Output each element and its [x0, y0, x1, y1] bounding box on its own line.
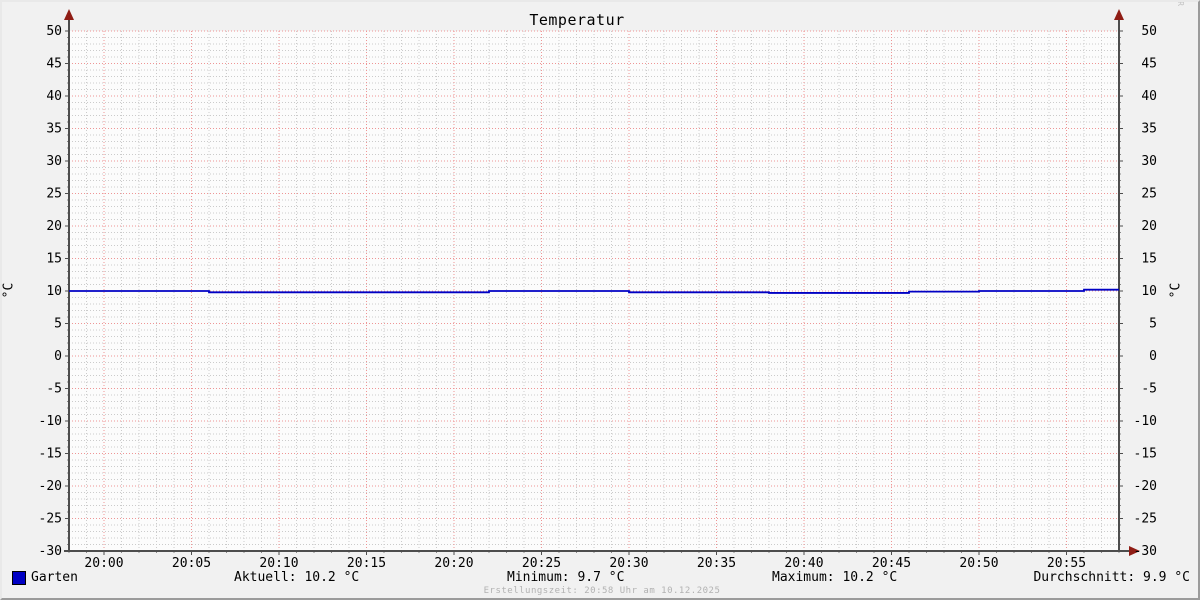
- svg-text:-15: -15: [1134, 447, 1157, 462]
- svg-text:40: 40: [46, 89, 62, 104]
- series-color-swatch: [12, 571, 26, 585]
- svg-text:5: 5: [1149, 317, 1157, 332]
- svg-text:20:15: 20:15: [347, 556, 386, 571]
- axis-arrows: [64, 9, 1140, 556]
- svg-text:-5: -5: [1141, 382, 1157, 397]
- svg-text:5: 5: [54, 317, 62, 332]
- svg-text:45: 45: [1141, 57, 1157, 72]
- stat-current: Aktuell: 10.2 °C: [234, 570, 360, 585]
- svg-text:-20: -20: [39, 479, 62, 494]
- y-axis-label-left: °C: [1, 282, 17, 299]
- y-axis-label-right: °C: [1168, 282, 1184, 299]
- svg-text:-25: -25: [39, 512, 62, 527]
- svg-text:25: 25: [46, 187, 62, 202]
- svg-text:-30: -30: [39, 544, 62, 559]
- svg-text:20:35: 20:35: [697, 556, 736, 571]
- svg-text:40: 40: [1141, 89, 1157, 104]
- svg-text:15: 15: [46, 252, 62, 267]
- legend-row: Garten Aktuell: 10.2 °C Minimum: 9.7 °C …: [2, 570, 1198, 586]
- svg-text:35: 35: [46, 122, 62, 137]
- svg-text:20:30: 20:30: [609, 556, 648, 571]
- svg-text:20:20: 20:20: [434, 556, 473, 571]
- svg-text:-5: -5: [46, 382, 62, 397]
- creation-timestamp: Erstellungszeit: 20:58 Uhr am 10.12.2025: [483, 586, 721, 596]
- axes: [64, 19, 1129, 552]
- svg-text:20:10: 20:10: [259, 556, 298, 571]
- svg-text:-10: -10: [1134, 414, 1157, 429]
- svg-text:50: 50: [1141, 24, 1157, 39]
- stat-minimum: Minimum: 9.7 °C: [507, 570, 625, 585]
- svg-text:20:45: 20:45: [872, 556, 911, 571]
- series-garten-line: [69, 288, 1119, 294]
- series-name: Garten: [31, 570, 78, 585]
- svg-text:20:55: 20:55: [1047, 556, 1086, 571]
- rrdtool-watermark: RRDTOOL / TOBI OETIKER: [1176, 2, 1185, 7]
- svg-text:50: 50: [46, 24, 62, 39]
- stat-average: Durchschnitt: 9.9 °C: [1033, 570, 1190, 585]
- svg-text:30: 30: [1141, 154, 1157, 169]
- svg-text:20:00: 20:00: [84, 556, 123, 571]
- svg-text:-25: -25: [1134, 512, 1157, 527]
- grid-minor: [68, 31, 1120, 551]
- svg-text:45: 45: [46, 57, 62, 72]
- svg-text:-20: -20: [1134, 479, 1157, 494]
- stat-maximum: Maximum: 10.2 °C: [772, 570, 898, 585]
- svg-text:-15: -15: [39, 447, 62, 462]
- svg-text:25: 25: [1141, 187, 1157, 202]
- svg-text:10: 10: [1141, 284, 1157, 299]
- svg-text:30: 30: [46, 154, 62, 169]
- svg-text:20:50: 20:50: [959, 556, 998, 571]
- svg-text:10: 10: [46, 284, 62, 299]
- svg-text:-30: -30: [1134, 544, 1157, 559]
- svg-text:20:25: 20:25: [522, 556, 561, 571]
- svg-text:20:05: 20:05: [172, 556, 211, 571]
- chart-title: Temperatur: [529, 11, 625, 29]
- svg-text:20: 20: [1141, 219, 1157, 234]
- svg-text:15: 15: [1141, 252, 1157, 267]
- svg-text:0: 0: [54, 349, 62, 364]
- svg-text:-10: -10: [39, 414, 62, 429]
- x-axis-tick-labels: 20:00 20:05 20:10 20:15 20:20 20:25 20:30 20:35…: [84, 556, 1086, 571]
- svg-text:0: 0: [1149, 349, 1157, 364]
- svg-text:20:40: 20:40: [784, 556, 823, 571]
- svg-text:35: 35: [1141, 122, 1157, 137]
- svg-text:20: 20: [46, 219, 62, 234]
